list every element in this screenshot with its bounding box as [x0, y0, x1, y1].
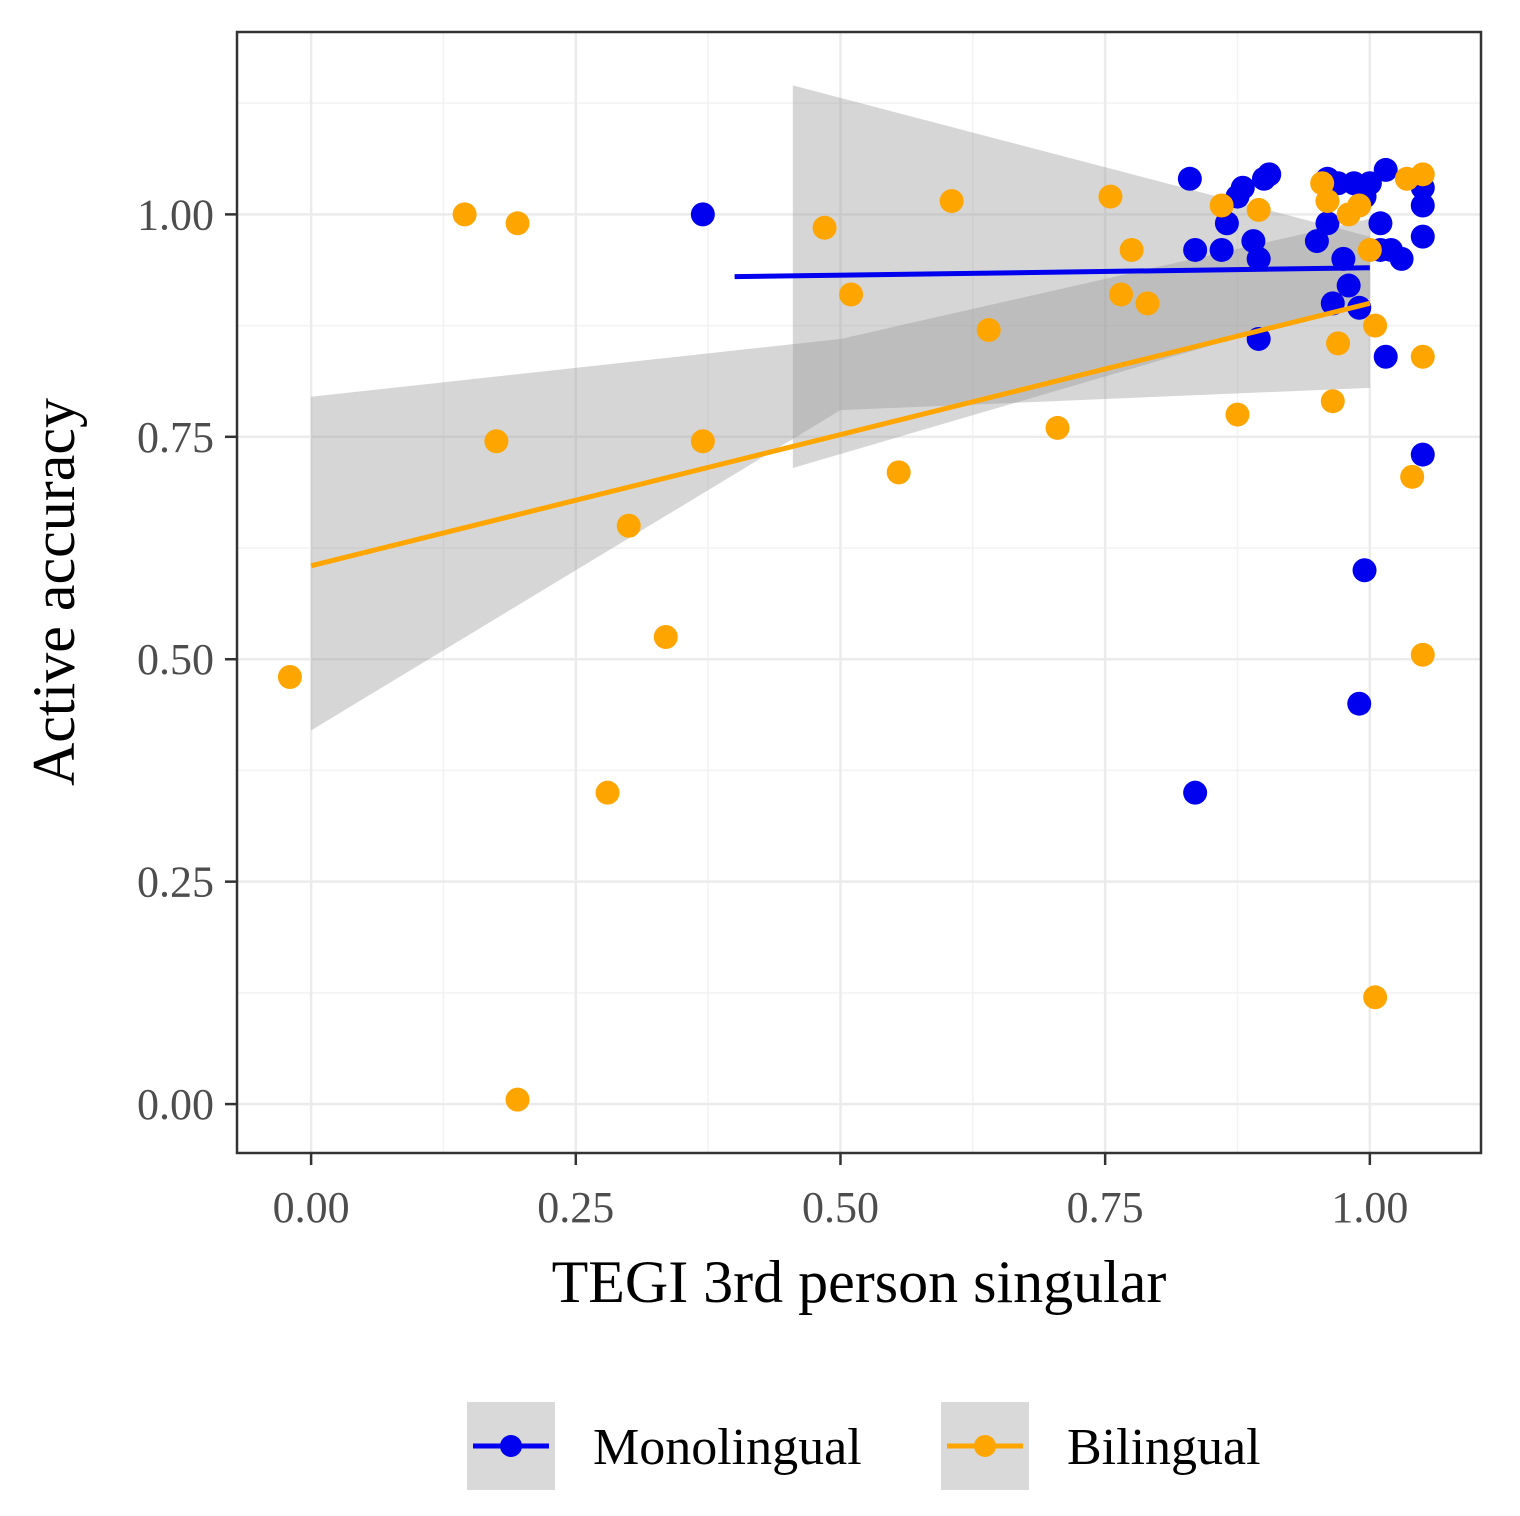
data-point-bilingual: [505, 1087, 530, 1112]
x-tick-label: 0.75: [1067, 1183, 1144, 1232]
data-point-monolingual: [1183, 237, 1208, 262]
x-axis-tick-labels: 0.00 0.25 0.50 0.75 1.00: [273, 1183, 1409, 1232]
data-point-monolingual: [1315, 211, 1340, 236]
data-point-bilingual: [1209, 193, 1234, 218]
confidence-band-monolingual: [792, 85, 1370, 468]
legend-key-point: [974, 1435, 996, 1457]
fit-line-bilingual: [310, 300, 1371, 569]
x-tick-label: 0.50: [802, 1183, 879, 1232]
data-point-bilingual: [1045, 415, 1070, 440]
data-point-bilingual: [1347, 193, 1372, 218]
y-tick-label: 1.00: [137, 190, 214, 239]
x-tick-label: 0.00: [273, 1183, 350, 1232]
data-point-bilingual: [1363, 985, 1388, 1010]
data-point-bilingual: [452, 202, 477, 227]
legend-item-bilingual: Bilingual: [941, 1402, 1261, 1490]
data-point-bilingual: [812, 215, 837, 240]
data-point-bilingual: [1315, 189, 1340, 214]
data-point-monolingual: [1352, 558, 1377, 583]
data-point-bilingual: [277, 665, 302, 690]
data-point-bilingual: [839, 282, 864, 307]
data-point-bilingual: [1246, 197, 1271, 222]
data-point-bilingual: [1326, 331, 1351, 356]
data-point-bilingual: [1363, 313, 1388, 338]
y-tick-label: 0.00: [137, 1080, 214, 1129]
data-point-monolingual: [1183, 780, 1208, 805]
data-point-monolingual: [1304, 229, 1329, 254]
data-point-monolingual: [1230, 175, 1255, 200]
x-axis-ticks: [309, 1153, 1372, 1165]
data-point-monolingual: [1331, 246, 1356, 271]
data-point-monolingual: [1336, 273, 1361, 298]
data-point-bilingual: [1119, 237, 1144, 262]
legend-key-point: [500, 1435, 522, 1457]
legend: Monolingual Bilingual: [467, 1402, 1261, 1490]
data-point-monolingual: [1373, 344, 1398, 369]
data-point-bilingual: [1400, 464, 1425, 489]
fit-line-monolingual: [734, 265, 1370, 280]
data-point-bilingual: [1225, 402, 1250, 427]
data-point-bilingual: [1410, 642, 1435, 667]
data-point-bilingual: [505, 211, 530, 236]
grid-major: [237, 32, 1481, 1153]
data-point-monolingual: [1389, 246, 1414, 271]
data-point-monolingual: [1347, 691, 1372, 716]
data-point-bilingual: [1410, 344, 1435, 369]
plot-panel-background: [237, 32, 1481, 1153]
y-axis-tick-labels: 0.00 0.25 0.50 0.75 1.00: [137, 190, 214, 1129]
data-point-monolingual: [1410, 224, 1435, 249]
legend-label: Monolingual: [593, 1419, 862, 1476]
y-axis-title: Active accuracy: [21, 398, 87, 786]
fit-lines: [310, 265, 1371, 569]
data-point-monolingual: [1357, 171, 1382, 196]
y-axis-ticks: [225, 213, 237, 1106]
legend-label: Bilingual: [1067, 1419, 1261, 1476]
x-tick-label: 1.00: [1331, 1183, 1408, 1232]
data-point-monolingual: [1177, 166, 1202, 191]
data-point-bilingual: [653, 624, 678, 649]
data-point-bilingual: [1135, 291, 1160, 316]
y-tick-label: 0.50: [137, 635, 214, 684]
data-point-bilingual: [886, 460, 911, 485]
data-point-monolingual: [1257, 162, 1282, 187]
data-point-monolingual: [1246, 246, 1271, 271]
plot-panel-border: [235, 30, 1483, 1155]
data-point-bilingual: [1357, 237, 1382, 262]
data-point-monolingual: [1368, 211, 1393, 236]
data-point-monolingual: [1209, 237, 1234, 262]
data-point-bilingual: [690, 429, 715, 454]
data-point-monolingual: [1410, 193, 1435, 218]
confidence-bands: [311, 85, 1370, 731]
data-point-bilingual: [976, 318, 1001, 343]
y-tick-label: 0.75: [137, 413, 214, 462]
data-point-monolingual: [1373, 157, 1398, 182]
data-point-bilingual: [939, 189, 964, 214]
data-point-bilingual: [595, 780, 620, 805]
data-point-bilingual: [1320, 389, 1345, 414]
data-point-bilingual: [1098, 184, 1123, 209]
data-point-bilingual: [484, 429, 509, 454]
data-point-monolingual: [690, 202, 715, 227]
x-axis-title: TEGI 3rd person singular: [552, 1249, 1167, 1315]
x-tick-label: 0.25: [537, 1183, 614, 1232]
confidence-band-bilingual: [311, 218, 1370, 731]
data-point-bilingual: [1109, 282, 1134, 307]
legend-item-monolingual: Monolingual: [467, 1402, 862, 1490]
y-tick-label: 0.25: [137, 858, 214, 907]
data-point-bilingual: [616, 513, 641, 538]
data-point-monolingual: [1410, 442, 1435, 467]
data-point-bilingual: [1410, 162, 1435, 187]
